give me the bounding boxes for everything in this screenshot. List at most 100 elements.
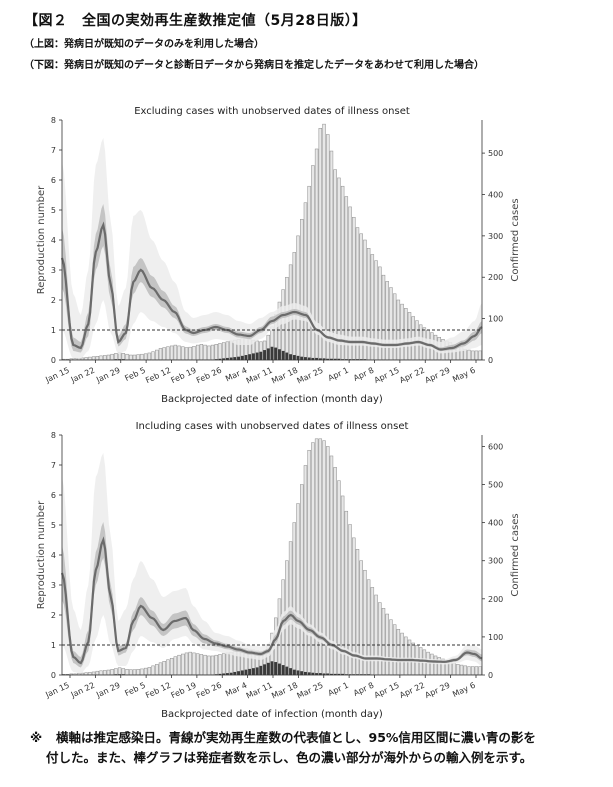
imported-case-bar [251,353,255,360]
imported-case-bar [337,673,341,675]
right-tick-label: 400 [488,190,503,199]
left-tick-label: 3 [51,266,56,275]
case-bar [91,671,96,676]
left-tick-label: 2 [51,296,56,305]
case-bar [88,356,92,361]
imported-case-bar [337,358,341,360]
imported-case-bar [341,673,345,675]
case-bar [344,196,349,361]
imported-case-bar [330,673,333,675]
imported-case-bar [341,359,345,360]
rt-outer-interval [62,453,482,674]
case-bar [147,667,152,676]
case-bar [389,619,393,676]
x-tick-label: Apr 8 [352,681,375,698]
case-bar [207,345,211,361]
case-bar [404,308,408,361]
case-bar [140,353,144,361]
case-bar [103,355,107,361]
case-bar [143,667,148,676]
case-bar [129,669,133,676]
left-tick-label: 4 [51,236,56,245]
case-bar [184,347,189,361]
case-bar [207,655,211,676]
case-bar [333,169,337,361]
imported-case-bar [225,673,229,675]
imported-case-bar [237,356,241,360]
case-bar [214,654,218,676]
case-bar [155,349,159,361]
case-bar [184,652,189,676]
imported-case-bar [296,670,300,675]
imported-case-bar [307,672,311,675]
case-bar [463,665,467,676]
case-bar [433,655,438,676]
case-bar [166,659,170,676]
case-bar [136,354,140,361]
rt-95ci-band [62,522,482,668]
case-bar [296,503,300,676]
imported-case-bar [315,673,319,675]
imported-case-bar [289,668,293,675]
imported-case-bar [344,359,348,360]
right-tick-label: 0 [488,356,493,365]
imported-case-bar [270,346,274,360]
x-tick-label: Mar 18 [270,366,299,386]
x-tick-label: Mar 11 [245,681,274,701]
imported-case-bar [222,358,226,360]
imported-case-bar [121,359,125,360]
case-bar [110,353,114,361]
imported-case-bar [240,670,244,675]
case-bar [192,346,196,361]
imported-case-bar [326,673,330,675]
imported-case-bar [330,358,333,360]
imported-case-bar [263,664,267,675]
left-axis-label: Reproduction number [36,500,47,609]
case-bar [136,669,140,676]
case-bar [195,653,200,676]
x-tick-label: Jan 22 [69,681,96,700]
imported-case-bar [303,357,307,360]
case-bar [329,150,334,361]
case-bar [121,668,126,676]
case-bar [177,654,181,676]
case-bar [188,651,192,676]
case-bar [192,652,196,676]
case-bar [456,664,460,676]
case-bar [229,651,233,676]
left-tick-label: 7 [51,146,56,155]
right-tick-label: 100 [488,315,503,324]
imported-case-bar [303,671,307,675]
left-tick-label: 0 [51,671,56,680]
right-tick-label: 200 [488,595,503,604]
case-bar [467,666,471,676]
case-bar [322,123,326,361]
case-bar [470,666,475,676]
x-tick-label: May 6 [451,366,477,384]
case-bar [311,442,315,676]
imported-case-bar [118,359,122,360]
left-tick-label: 0 [51,356,56,365]
x-tick-label: Mar 18 [270,681,299,701]
imported-case-bar [281,350,285,360]
x-tick-label: Mar 25 [296,366,325,386]
case-bar [99,355,103,361]
imported-case-bar [318,358,322,360]
imported-case-bar [300,356,304,360]
left-tick-label: 1 [51,641,56,650]
imported-case-bar [259,665,263,675]
imported-case-bar [348,359,352,360]
chart-top-container: Excluding cases with unobserved dates of… [0,95,613,413]
imported-case-bar [274,662,278,675]
imported-case-bar [259,351,263,360]
imported-case-bar [244,355,248,360]
case-bar [296,235,300,361]
imported-case-bar [233,671,237,675]
imported-case-bar [307,357,311,360]
x-axis-label: Backprojected date of infection (month d… [161,394,383,405]
case-bar [452,662,456,676]
imported-case-bar [359,359,363,360]
right-tick-label: 300 [488,557,503,566]
case-bar [389,287,393,361]
left-tick-label: 8 [51,431,56,440]
